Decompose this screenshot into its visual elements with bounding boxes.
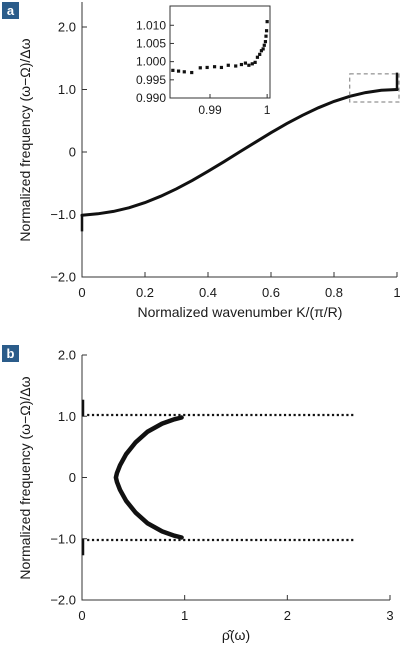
inset-x-tick-label: 0.99 bbox=[198, 103, 222, 117]
inset-data-point bbox=[261, 47, 265, 51]
inset-data-point bbox=[190, 70, 194, 75]
inset-data-point bbox=[212, 65, 217, 69]
panel-b-y-tick-label: 1.0 bbox=[58, 409, 76, 424]
panel-a-x-ticks: 0 0.2 0.4 0.6 0.8 1 bbox=[78, 272, 400, 300]
panel-a-y-tick-label: 0 bbox=[69, 145, 76, 160]
inset-data-point bbox=[262, 43, 266, 47]
panel-b-x-tick-label: 3 bbox=[386, 608, 393, 623]
panel-a-x-tick-label: 0.8 bbox=[325, 285, 343, 300]
inset-y-tick-label: 1.010 bbox=[136, 18, 166, 32]
inset-data-point bbox=[250, 62, 254, 66]
panel-a-y-axis-label: Normalized frequency (ω−Ω)/Δω bbox=[17, 38, 33, 241]
panel-b: b 0 1 2 3 −2.0 −1.0 0 1.0 2.0 ρ̂(ω) Normalized … bbox=[2, 345, 394, 643]
inset-data-point bbox=[258, 52, 262, 56]
panel-a: a 0 0.2 0.4 0.6 0.8 1 −2.0−1.001.02.0 0.9900.… bbox=[2, 2, 400, 320]
panel-a-x-tick-label: 0.6 bbox=[262, 285, 280, 300]
panel-a-y-tick-label: −2.0 bbox=[50, 270, 76, 285]
inset-data-point bbox=[264, 34, 268, 38]
inset-data-point bbox=[255, 55, 260, 59]
panel-b-y-axis-label: Normalized frequency (ω−Ω)/Δω bbox=[17, 376, 33, 579]
inset-y-tick-label: 1.005 bbox=[136, 36, 166, 50]
panel-b-y-tick-label: 0 bbox=[69, 470, 76, 485]
panel-a-dispersion-curve bbox=[80, 88, 399, 217]
inset-data-point bbox=[239, 62, 244, 67]
panel-a-badge-label: a bbox=[7, 3, 15, 18]
panel-b-flat-band-tails bbox=[87, 413, 356, 542]
inset-x-tick-label: 1 bbox=[264, 103, 271, 117]
panel-b-x-tick-label: 1 bbox=[181, 608, 188, 623]
panel-a-x-tick-label: 1 bbox=[393, 285, 400, 300]
inset-y-ticks: 0.990 0.995 1.000 1.005 1.010 bbox=[136, 18, 174, 105]
inset-data-point bbox=[264, 29, 269, 33]
panel-a-x-axis-label: Normalized wavenumber K/(π/R) bbox=[138, 304, 343, 320]
panel-a-y-tick-label: −1.0 bbox=[50, 207, 76, 222]
inset-data-point bbox=[182, 70, 186, 74]
panel-b-density-curve bbox=[113, 415, 184, 540]
panel-b-badge-label: b bbox=[7, 346, 15, 361]
panel-a-inset: 0.990 0.995 1.000 1.005 1.010 0.99 1 bbox=[136, 5, 271, 117]
panel-a-x-tick-label: 0 bbox=[78, 285, 85, 300]
inset-data-point bbox=[253, 60, 257, 64]
panel-a-edge-spikes bbox=[80, 72, 399, 232]
inset-data-point bbox=[219, 65, 224, 70]
inset-data-point bbox=[226, 63, 230, 67]
panel-b-x-tick-label: 2 bbox=[284, 608, 291, 623]
panel-a-badge bbox=[2, 2, 19, 19]
inset-y-tick-label: 1.000 bbox=[136, 55, 166, 69]
inset-data-point bbox=[259, 49, 264, 53]
inset-data-point bbox=[171, 68, 175, 72]
inset-y-tick-label: 0.995 bbox=[136, 73, 166, 87]
panel-a-y-ticks: −2.0 −1.0 0 1.0 2.0 bbox=[50, 20, 87, 285]
inset-data-point bbox=[176, 69, 181, 73]
inset-data-point bbox=[198, 66, 202, 70]
inset-y-tick-label: 0.990 bbox=[136, 91, 166, 105]
panel-b-y-tick-label: −1.0 bbox=[50, 531, 76, 546]
panel-b-x-axis-label: ρ̂(ω) bbox=[222, 627, 250, 643]
panel-a-x-tick-label: 0.4 bbox=[199, 285, 217, 300]
panel-b-axes-frame bbox=[81, 355, 390, 601]
inset-points bbox=[171, 20, 269, 75]
inset-data-point bbox=[205, 65, 209, 70]
panel-a-highlight-box bbox=[349, 73, 400, 103]
panel-a-y-tick-label: 1.0 bbox=[58, 82, 76, 97]
panel-b-x-ticks: 0 1 2 3 bbox=[78, 595, 394, 623]
panel-a-x-tick-label: 0.2 bbox=[136, 285, 154, 300]
inset-data-point bbox=[263, 40, 268, 44]
panel-b-y-tick-label: −2.0 bbox=[50, 593, 76, 608]
inset-data-point bbox=[234, 64, 238, 68]
inset-data-point bbox=[243, 61, 248, 65]
inset-data-point bbox=[247, 63, 251, 67]
panel-b-y-tick-label: 2.0 bbox=[58, 348, 76, 363]
panel-b-y-ticks: −2.0 −1.0 0 1.0 2.0 bbox=[50, 348, 87, 608]
inset-frame bbox=[169, 5, 271, 99]
panel-b-badge bbox=[2, 345, 19, 362]
panel-a-y-tick-label: 2.0 bbox=[58, 20, 76, 35]
inset-x-ticks: 0.99 1 bbox=[198, 94, 271, 117]
inset-data-point bbox=[265, 20, 269, 24]
panel-b-x-tick-label: 0 bbox=[78, 608, 85, 623]
